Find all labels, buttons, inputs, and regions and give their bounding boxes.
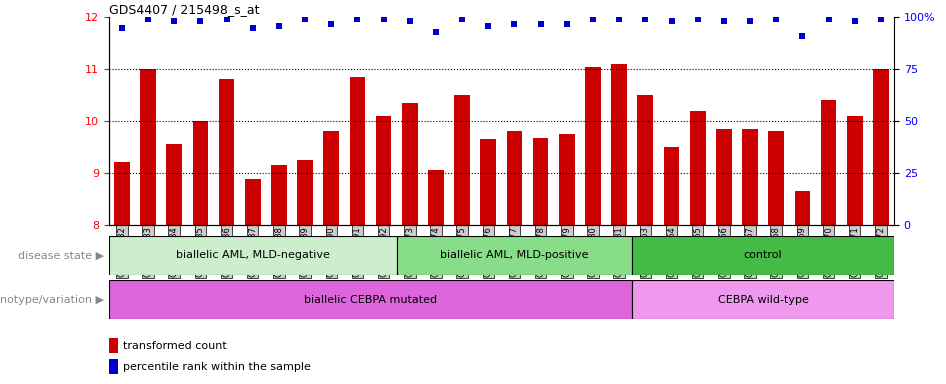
Point	[402, 18, 417, 25]
Bar	[873, 69, 888, 225]
Bar	[821, 100, 836, 225]
Bar	[611, 64, 627, 225]
Bar	[350, 77, 365, 225]
Bar	[743, 129, 758, 225]
Point	[611, 16, 626, 22]
Text: biallelic AML, MLD-positive: biallelic AML, MLD-positive	[440, 250, 588, 260]
Point	[429, 29, 444, 35]
Point	[114, 25, 130, 31]
Bar	[219, 79, 235, 225]
Point	[140, 16, 155, 22]
Bar	[166, 144, 182, 225]
Text: GDS4407 / 215498_s_at: GDS4407 / 215498_s_at	[109, 3, 259, 16]
Point	[664, 18, 679, 25]
Point	[481, 23, 496, 29]
Point	[716, 18, 731, 25]
Point	[743, 18, 758, 25]
Point	[507, 20, 522, 26]
Bar	[847, 116, 863, 225]
Bar	[481, 139, 496, 225]
Bar	[795, 191, 810, 225]
Bar	[109, 280, 632, 319]
Point	[768, 16, 783, 22]
Text: control: control	[744, 250, 782, 260]
Bar	[586, 66, 601, 225]
Bar	[109, 359, 118, 374]
Bar	[114, 162, 130, 225]
Bar	[109, 236, 396, 275]
Point	[821, 16, 836, 22]
Bar	[109, 338, 118, 353]
Point	[219, 16, 234, 22]
Bar	[533, 138, 549, 225]
Text: transformed count: transformed count	[123, 341, 227, 351]
Bar	[402, 103, 417, 225]
Bar	[768, 131, 784, 225]
Text: biallelic AML, MLD-negative: biallelic AML, MLD-negative	[176, 250, 329, 260]
Bar	[507, 131, 522, 225]
Point	[559, 20, 574, 26]
Bar	[664, 147, 679, 225]
Point	[272, 23, 287, 29]
Point	[166, 18, 182, 25]
Point	[324, 20, 339, 26]
Point	[638, 16, 653, 22]
Text: disease state ▶: disease state ▶	[18, 250, 104, 260]
Text: biallelic CEBPA mutated: biallelic CEBPA mutated	[304, 295, 437, 305]
Point	[350, 16, 365, 22]
Bar	[193, 121, 208, 225]
Bar	[559, 134, 574, 225]
Point	[586, 16, 601, 22]
Text: percentile rank within the sample: percentile rank within the sample	[123, 362, 311, 372]
Point	[454, 16, 469, 22]
Point	[848, 18, 863, 25]
Point	[245, 25, 260, 31]
Bar	[632, 236, 894, 275]
Text: CEBPA wild-type: CEBPA wild-type	[718, 295, 809, 305]
Bar	[324, 131, 339, 225]
Bar	[690, 111, 706, 225]
Point	[690, 16, 705, 22]
Point	[377, 16, 392, 22]
Bar	[716, 129, 731, 225]
Bar	[396, 236, 632, 275]
Bar	[376, 116, 392, 225]
Bar	[140, 69, 156, 225]
Point	[297, 16, 312, 22]
Bar	[638, 95, 653, 225]
Bar	[297, 160, 313, 225]
Text: genotype/variation ▶: genotype/variation ▶	[0, 295, 104, 305]
Point	[795, 33, 810, 39]
Point	[873, 16, 888, 22]
Bar	[245, 179, 260, 225]
Bar	[454, 95, 470, 225]
Bar	[272, 165, 287, 225]
Bar	[429, 170, 444, 225]
Bar	[632, 280, 894, 319]
Point	[193, 18, 208, 25]
Point	[533, 20, 548, 26]
